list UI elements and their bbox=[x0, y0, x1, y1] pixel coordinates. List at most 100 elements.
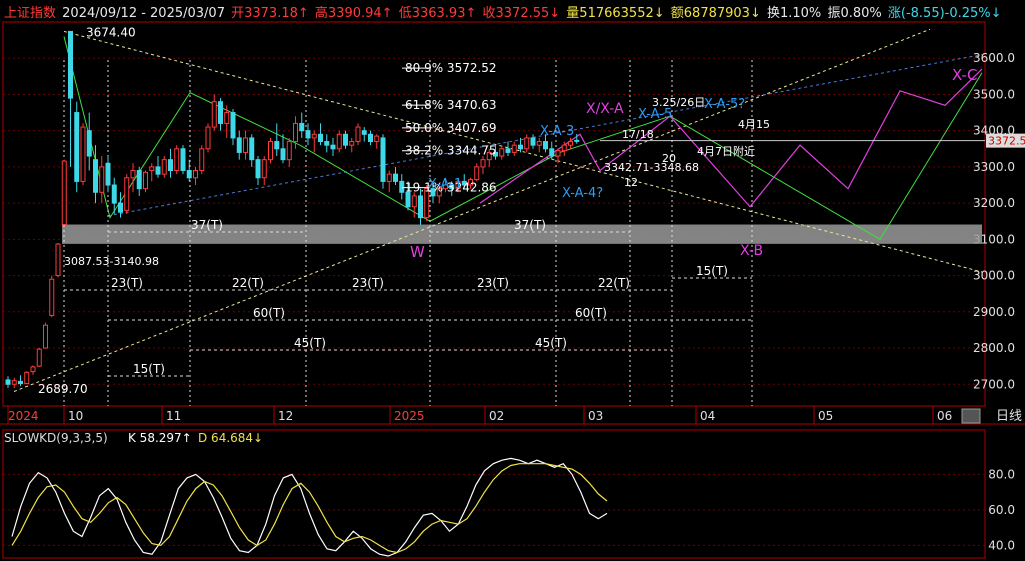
high-value: 高3390.94↑ bbox=[314, 6, 393, 21]
y-tick-label: 3500.0 bbox=[973, 87, 1015, 101]
date-note: 17/18 bbox=[622, 128, 654, 141]
period-toggle bbox=[961, 408, 981, 424]
candle-body bbox=[93, 159, 98, 193]
kd-d-line bbox=[11, 463, 608, 554]
candle-body bbox=[361, 130, 367, 135]
candle-body bbox=[380, 137, 386, 182]
y-tick-label: 2900.0 bbox=[973, 305, 1015, 319]
y-tick-label: 2700.0 bbox=[973, 377, 1015, 391]
candle-body bbox=[118, 202, 123, 213]
candle-body bbox=[530, 137, 536, 146]
recent-price-label: 3342.71-3348.68 bbox=[604, 161, 699, 174]
date-note: 12 bbox=[624, 176, 638, 189]
candle-body bbox=[243, 137, 248, 153]
time-span-label: 23(T) bbox=[352, 276, 384, 290]
candle-body bbox=[486, 151, 492, 161]
period-label: 日线 bbox=[996, 409, 1022, 424]
candle-body bbox=[274, 141, 280, 150]
candle-body bbox=[518, 144, 523, 150]
fib-level-label: 38.2% 3344.75 bbox=[405, 144, 497, 158]
turnover-value: 换1.10% bbox=[766, 6, 822, 21]
candle-body bbox=[55, 243, 61, 277]
kd-tick-label: 80.0 bbox=[988, 467, 1015, 481]
wave-green bbox=[63, 36, 983, 241]
candle-body bbox=[143, 171, 148, 190]
candle-body bbox=[543, 141, 548, 150]
candle-body bbox=[455, 180, 461, 190]
candle-body bbox=[430, 188, 436, 197]
candle-body bbox=[199, 148, 205, 172]
candle-body bbox=[511, 144, 517, 153]
x-tick-label: 06 bbox=[937, 409, 952, 423]
time-span-label: 23(T) bbox=[111, 276, 143, 290]
wave-label: W bbox=[410, 243, 425, 261]
candle-body bbox=[268, 141, 273, 161]
volume-value: 量517663552↓ bbox=[566, 6, 665, 21]
candle-body bbox=[74, 112, 80, 182]
wave-label: X-A-1 bbox=[428, 177, 462, 192]
candle-body bbox=[80, 126, 86, 182]
price-frame bbox=[2, 21, 986, 407]
low-price-label: 2689.70 bbox=[38, 382, 88, 396]
candle-body bbox=[324, 141, 330, 146]
last-price-box bbox=[986, 133, 1025, 148]
candle-body bbox=[130, 170, 136, 179]
y-tick-label: 3200.0 bbox=[973, 196, 1015, 210]
candle-body bbox=[218, 101, 223, 124]
kd-tick-label: 40.0 bbox=[988, 538, 1015, 552]
candle-body bbox=[386, 173, 392, 182]
index-name: 上证指数 bbox=[4, 6, 57, 21]
candle-body bbox=[374, 135, 380, 143]
x-tick-label: 04 bbox=[700, 409, 715, 423]
kd-k-label: K 58.297↑ bbox=[128, 431, 192, 445]
low-value: 低3363.93↑ bbox=[398, 6, 477, 21]
time-span-label: 22(T) bbox=[598, 276, 630, 290]
candle-body bbox=[155, 166, 161, 175]
candle-body bbox=[236, 137, 242, 153]
candle-body bbox=[49, 278, 55, 316]
candle-body bbox=[280, 148, 286, 161]
wave-label: X-A-4? bbox=[562, 186, 603, 201]
candle-body bbox=[336, 133, 342, 150]
candle-body bbox=[505, 148, 511, 153]
candle-body bbox=[18, 380, 23, 385]
candle-body bbox=[61, 160, 67, 226]
candle-body bbox=[343, 133, 348, 146]
wave-label: X-A-5? bbox=[704, 97, 745, 112]
candle-body bbox=[86, 130, 92, 157]
open-value: 开3373.18↑ bbox=[231, 6, 309, 21]
time-span-label: 23(T) bbox=[477, 276, 509, 290]
time-span-label: 60(T) bbox=[575, 306, 607, 320]
kd-k-line bbox=[11, 457, 608, 557]
candle-body bbox=[43, 324, 48, 349]
fib-level-label: 19.1% 3242.86 bbox=[405, 181, 497, 195]
trend-lower-up bbox=[13, 28, 931, 392]
candle-body bbox=[249, 137, 255, 161]
candle-body bbox=[211, 101, 217, 128]
date-note: 4月7日附近 bbox=[697, 144, 755, 158]
candle-body bbox=[305, 130, 311, 139]
candle-body bbox=[449, 184, 455, 190]
candle-body bbox=[474, 166, 480, 181]
candle-body bbox=[424, 188, 430, 219]
y-tick-label: 2800.0 bbox=[973, 341, 1015, 355]
candle-body bbox=[293, 122, 298, 143]
candle-body bbox=[330, 144, 336, 150]
candle-body bbox=[205, 126, 211, 150]
wave-magenta bbox=[479, 68, 983, 208]
candle-body bbox=[99, 166, 105, 193]
x-tick-label: 12 bbox=[278, 409, 293, 423]
quote-header: 上证指数 2024/09/12 - 2025/03/07 开3373.18↑ 高… bbox=[4, 2, 1004, 21]
candle-body bbox=[286, 141, 292, 161]
fib-level-label: 80.9% 3572.52 bbox=[405, 61, 497, 75]
kd-d-label: D 64.684↓ bbox=[198, 431, 263, 445]
time-span-label: 15(T) bbox=[133, 362, 165, 376]
change-value: 涨(-8.55)-0.25%↓ bbox=[887, 6, 1002, 21]
candle-body bbox=[493, 151, 498, 157]
fib-level-label: 61.8% 3470.63 bbox=[405, 98, 497, 112]
x-tick-label: 05 bbox=[818, 409, 833, 423]
date-range: 2024/09/12 - 2025/03/07 bbox=[62, 6, 225, 21]
candle-body bbox=[180, 148, 186, 172]
candle-body bbox=[168, 159, 173, 172]
